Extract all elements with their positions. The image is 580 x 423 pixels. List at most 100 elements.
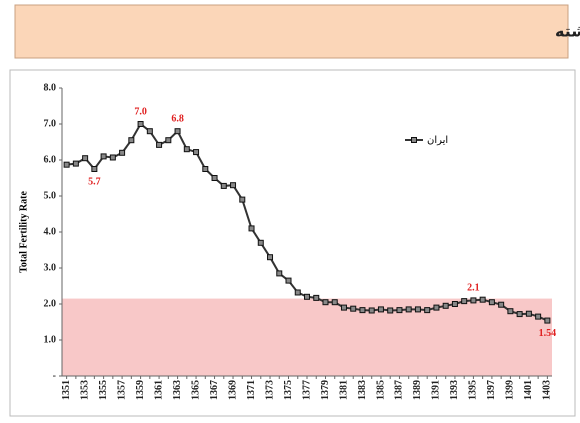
y-tick-label: 2.0	[44, 298, 57, 309]
y-tick-label: 7.0	[44, 118, 57, 129]
point	[248, 225, 255, 232]
x-tick-label: 1363	[172, 380, 183, 400]
x-tick-label: 1353	[79, 380, 90, 400]
point	[109, 154, 116, 161]
point	[294, 289, 301, 296]
point	[359, 307, 366, 314]
x-tick-label: 1401	[523, 380, 534, 400]
point	[211, 175, 218, 181]
y-tick-label: 3.0	[44, 262, 57, 273]
x-tick-label: 1377	[301, 380, 312, 400]
y-tick-label: 8.0	[44, 82, 57, 93]
value-label: 2.1	[467, 283, 480, 294]
point	[424, 307, 431, 314]
point	[193, 149, 200, 156]
point	[442, 302, 449, 309]
point	[202, 166, 209, 172]
point	[377, 306, 384, 313]
y-axis-label: Total Fertility Rate	[18, 191, 29, 273]
point	[128, 137, 135, 144]
x-tick-label: 1359	[135, 380, 146, 400]
point	[387, 307, 394, 314]
x-tick-label: 1371	[246, 380, 257, 400]
point	[405, 306, 412, 313]
point	[331, 299, 338, 306]
x-tick-label: 1367	[209, 380, 220, 400]
value-label: 5.7	[88, 176, 101, 187]
x-tick-label: 1385	[375, 380, 386, 400]
point	[498, 301, 505, 308]
x-tick-label: 1351	[61, 380, 72, 400]
point	[340, 304, 347, 311]
point	[137, 121, 144, 127]
x-tick-label: 1365	[190, 380, 201, 400]
point	[516, 311, 523, 318]
point	[544, 317, 551, 324]
point	[488, 299, 495, 306]
title-banner	[14, 4, 569, 59]
point	[91, 166, 98, 172]
legend-label: ایران	[427, 135, 448, 146]
point	[239, 196, 246, 203]
point	[470, 297, 477, 304]
point	[285, 277, 292, 284]
point	[230, 182, 237, 189]
x-tick-label: 1379	[320, 380, 331, 400]
point	[276, 270, 283, 277]
highlight-band	[62, 298, 552, 376]
point	[220, 182, 227, 189]
point	[313, 294, 320, 301]
x-tick-label: 1361	[153, 380, 164, 400]
point	[119, 149, 126, 156]
point	[257, 239, 264, 246]
x-tick-label: 1399	[505, 380, 516, 400]
x-tick-label: 1357	[116, 380, 127, 400]
point	[183, 146, 190, 153]
value-label: 6.8	[171, 113, 184, 124]
point	[165, 137, 172, 144]
point	[350, 305, 357, 312]
value-label: 7.0	[134, 106, 147, 117]
x-tick-label: 1393	[449, 380, 460, 400]
y-tick-label: 1.0	[44, 334, 57, 345]
point	[267, 254, 274, 261]
point	[72, 160, 79, 167]
x-tick-label: 1375	[283, 380, 294, 400]
point	[396, 307, 403, 314]
y-tick-label: 5.0	[44, 190, 57, 201]
point	[368, 307, 375, 314]
x-tick-label: 1355	[98, 380, 109, 400]
y-tick-label: 4.0	[44, 226, 57, 237]
point	[82, 155, 89, 162]
point	[322, 299, 329, 306]
x-tick-label: 1381	[338, 380, 349, 400]
point	[451, 301, 458, 307]
y-tick-label: -	[53, 370, 56, 381]
x-tick-label: 1373	[264, 380, 275, 400]
point	[507, 308, 514, 315]
x-tick-label: 1387	[394, 380, 405, 400]
point	[414, 306, 421, 313]
point	[63, 161, 70, 168]
y-tick-label: 6.0	[44, 154, 57, 165]
x-tick-label: 1395	[468, 380, 479, 400]
point	[304, 293, 310, 300]
point	[146, 128, 153, 135]
point	[156, 141, 163, 148]
x-tick-label: 1383	[357, 380, 368, 400]
x-tick-label: 1403	[542, 380, 553, 400]
value-label: 1.54	[539, 328, 557, 339]
point	[525, 310, 532, 317]
x-tick-label: 1391	[431, 380, 442, 400]
point	[479, 296, 486, 303]
point	[461, 298, 468, 305]
chart-title: تغییر در میانگین تعداد فرزندان هر زن در …	[555, 22, 580, 42]
legend-marker	[411, 137, 417, 143]
x-tick-label: 1397	[486, 380, 497, 400]
point	[174, 128, 181, 135]
point	[433, 304, 440, 311]
x-tick-label: 1389	[412, 380, 423, 400]
x-tick-label: 1369	[227, 380, 238, 400]
chart-frame	[9, 69, 576, 417]
